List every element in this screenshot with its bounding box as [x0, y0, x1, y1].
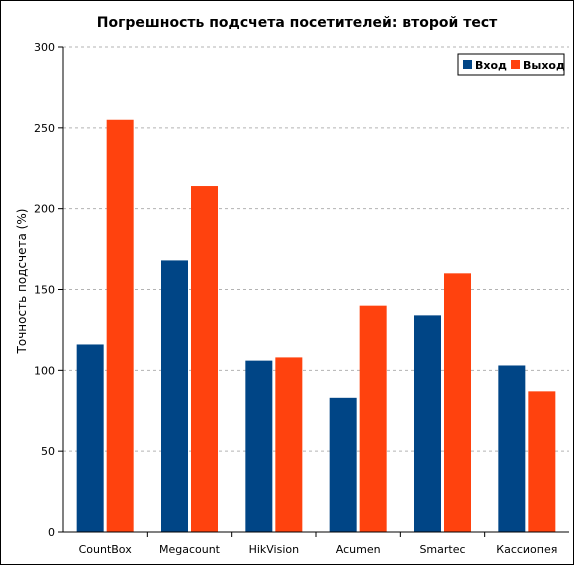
legend-swatch-Вход [463, 60, 472, 69]
y-tick-label-50: 50 [41, 445, 55, 458]
x-tick-labels: CountBox Megacount HikVision Acumen Smartec К… [79, 543, 558, 556]
bar-Выход-HikVision [275, 357, 303, 532]
x-tick-label-HikVision: HikVision [249, 543, 300, 556]
bar-Вход-Acumen [329, 397, 357, 532]
legend-label-Выход: Выход [523, 59, 565, 72]
y-tick-labels: 0 50 100 150 200 250 300 [34, 41, 55, 539]
chart-title: Погрешность подсчета посетителей: второй… [97, 15, 498, 31]
gridlines [63, 46, 569, 452]
y-tick-label-0: 0 [48, 526, 55, 539]
axes [58, 46, 569, 537]
y-tick-label-100: 100 [34, 364, 55, 377]
bar-Вход-Megacount [161, 260, 188, 532]
y-axis-label: Точность подсчета (%) [15, 209, 29, 355]
legend-label-Вход: Вход [475, 59, 507, 72]
bar-Вход-Кассиопея [498, 365, 526, 532]
bar-Выход-CountBox [106, 119, 134, 532]
y-tick-label-150: 150 [34, 284, 55, 297]
x-tick-label-Кассиопея: Кассиопея [496, 543, 557, 556]
x-tick-label-CountBox: CountBox [79, 543, 133, 556]
bar-Выход-Megacount [191, 186, 218, 533]
y-tick-label-250: 250 [34, 122, 55, 135]
bar-Выход-Кассиопея [528, 391, 556, 532]
x-tick-label-Smartec: Smartec [419, 543, 465, 556]
x-tick-label-Megacount: Megacount [159, 543, 221, 556]
bar-Выход-Smartec [444, 273, 471, 532]
legend: Вход Выход [457, 53, 565, 76]
bars [76, 119, 556, 533]
y-tick-label-300: 300 [34, 41, 55, 54]
bar-Вход-HikVision [245, 360, 273, 532]
bar-Вход-CountBox [76, 344, 104, 532]
bar-Вход-Smartec [414, 315, 441, 532]
legend-swatch-Выход [511, 60, 520, 69]
bar-Выход-Acumen [359, 305, 387, 532]
y-tick-label-200: 200 [34, 203, 55, 216]
x-tick-label-Acumen: Acumen [336, 543, 381, 556]
